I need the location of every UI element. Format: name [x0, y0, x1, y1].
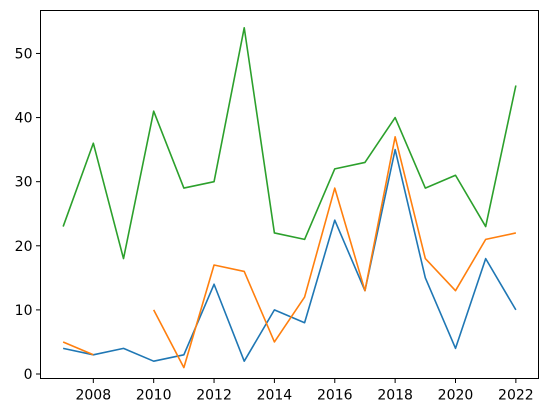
- axes: 2008 2010 2012 2014 2016 2018 2020 2022 0 10 20 30…: [15, 10, 539, 404]
- plot-frame: [40, 10, 539, 379]
- y-tick-label: 10: [15, 303, 33, 319]
- series-line-1: [62, 148, 517, 362]
- y-tick-label: 0: [24, 367, 33, 383]
- x-tick-label: 2014: [257, 388, 293, 404]
- series-line-3: [62, 27, 517, 260]
- y-tick-label: 30: [15, 175, 33, 191]
- x-tick-label: 2020: [438, 388, 474, 404]
- y-axis-ticks: 0 10 20 30 40 50: [15, 46, 41, 383]
- x-tick-label: 2022: [498, 388, 534, 404]
- x-tick-label: 2012: [196, 388, 232, 404]
- x-tick-label: 2010: [136, 388, 172, 404]
- x-axis-ticks: 2008 2010 2012 2014 2016 2018 2020 2022: [75, 378, 534, 404]
- y-tick-label: 50: [15, 46, 33, 62]
- x-tick-label: 2008: [75, 388, 111, 404]
- x-tick-label: 2016: [317, 388, 353, 404]
- series-line-2: [62, 136, 517, 369]
- series-layer: [62, 27, 517, 369]
- y-tick-label: 40: [15, 111, 33, 127]
- x-tick-label: 2018: [377, 388, 413, 404]
- y-tick-label: 20: [15, 239, 33, 255]
